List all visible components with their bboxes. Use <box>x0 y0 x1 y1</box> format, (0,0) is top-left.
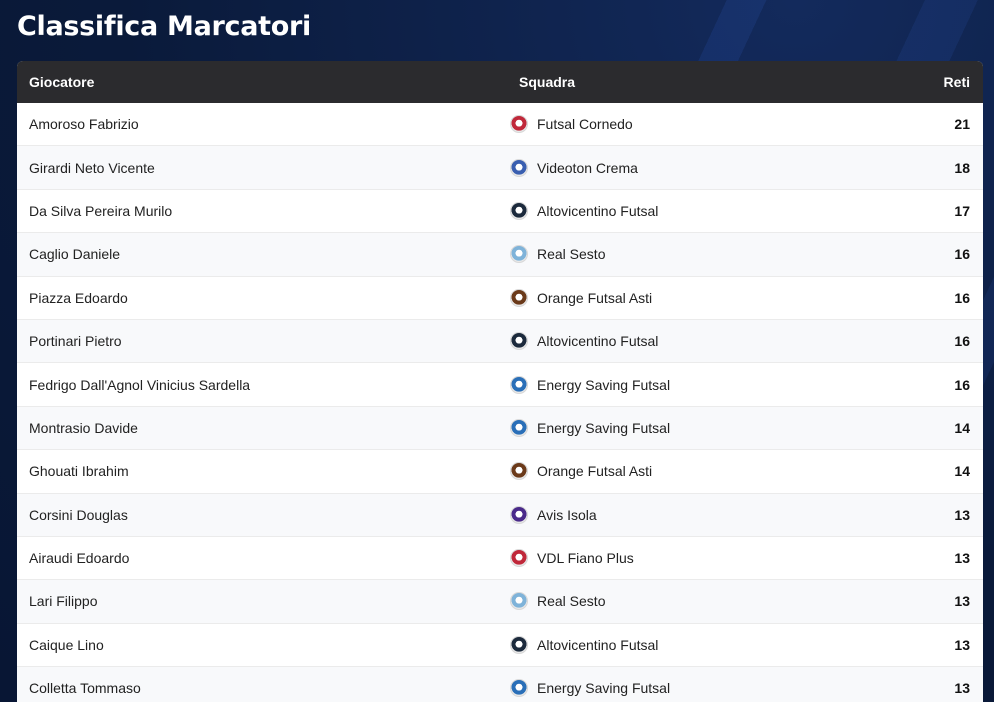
table-row[interactable]: Airaudi Edoardo VDL Fiano Plus 13 <box>17 536 983 581</box>
goals-count: 16 <box>954 289 970 306</box>
goals-count: 18 <box>954 159 970 176</box>
table-row[interactable]: Piazza Edoardo Orange Futsal Asti 16 <box>17 276 983 320</box>
player-name[interactable]: Montrasio Davide <box>29 419 138 436</box>
goals-count: 13 <box>954 550 970 567</box>
energy-saving-futsal-logo-icon <box>510 679 528 698</box>
goals-count: 14 <box>954 463 970 480</box>
team-name[interactable]: Energy Saving Futsal <box>537 680 671 697</box>
scorers-table: Giocatore Squadra Reti Amoroso Fabrizio F… <box>17 61 983 702</box>
goals-count: 21 <box>954 116 970 133</box>
team-name[interactable]: Altovicentino Futsal <box>537 636 659 653</box>
team-cell[interactable]: Videoton Crema <box>507 158 863 177</box>
table-row[interactable]: Montrasio Davide Energy Saving Futsal 14 <box>17 406 983 451</box>
player-name[interactable]: Piazza Edoardo <box>29 289 128 306</box>
table-row[interactable]: Ghouati Ibrahim Orange Futsal Asti 14 <box>17 450 983 494</box>
avis-isola-logo-icon <box>510 505 528 524</box>
team-name[interactable]: Real Sesto <box>537 246 606 263</box>
page-title: Classifica Marcatori <box>17 11 311 42</box>
table-row[interactable]: Portinari Pietro Altovicentino Futsal 16 <box>17 319 983 364</box>
team-cell[interactable]: Avis Isola <box>507 505 863 524</box>
team-name[interactable]: Avis Isola <box>537 506 597 523</box>
table-body: Amoroso Fabrizio Futsal Cornedo 21 Girardi … <box>17 103 983 702</box>
team-cell[interactable]: Energy Saving Futsal <box>507 418 863 437</box>
player-name[interactable]: Caique Lino <box>29 636 104 653</box>
player-name[interactable]: Caglio Daniele <box>29 246 121 263</box>
altovicentino-futsal-logo-icon <box>510 332 528 351</box>
energy-saving-futsal-logo-icon <box>510 418 528 437</box>
vdl-fiano-plus-logo-icon <box>510 549 528 568</box>
table-row[interactable]: Colletta Tommaso Energy Saving Futsal 13 <box>17 667 983 702</box>
table-header: Giocatore Squadra Reti <box>17 61 983 103</box>
player-name[interactable]: Colletta Tommaso <box>29 680 141 697</box>
table-row[interactable]: Caglio Daniele Real Sesto 16 <box>17 233 983 277</box>
table-row[interactable]: Girardi Neto Vicente Videoton Crema 18 <box>17 146 983 190</box>
player-name[interactable]: Da Silva Pereira Murilo <box>29 202 173 219</box>
team-cell[interactable]: Real Sesto <box>507 245 863 264</box>
team-name[interactable]: Futsal Cornedo <box>537 116 633 133</box>
goals-count: 16 <box>954 376 970 393</box>
team-name[interactable]: Videoton Crema <box>537 159 638 176</box>
player-name[interactable]: Fedrigo Dall'Agnol Vinicius Sardella <box>29 376 251 393</box>
header-player[interactable]: Giocatore <box>29 74 95 90</box>
player-name[interactable]: Corsini Douglas <box>29 506 128 523</box>
futsal-cornedo-logo-icon <box>510 115 528 134</box>
team-cell[interactable]: Energy Saving Futsal <box>507 679 863 698</box>
team-name[interactable]: Real Sesto <box>537 593 606 610</box>
orange-futsal-asti-logo-icon <box>510 462 528 481</box>
energy-saving-futsal-logo-icon <box>510 375 528 394</box>
goals-count: 16 <box>954 333 970 350</box>
player-name[interactable]: Ghouati Ibrahim <box>29 463 129 480</box>
team-cell[interactable]: Orange Futsal Asti <box>507 462 863 481</box>
team-name[interactable]: Altovicentino Futsal <box>537 202 659 219</box>
team-name[interactable]: Orange Futsal Asti <box>537 463 653 480</box>
team-name[interactable]: Altovicentino Futsal <box>537 333 659 350</box>
team-cell[interactable]: Real Sesto <box>507 592 863 611</box>
team-name[interactable]: Energy Saving Futsal <box>537 376 671 393</box>
goals-count: 13 <box>954 636 970 653</box>
player-name[interactable]: Portinari Pietro <box>29 333 122 350</box>
goals-count: 13 <box>954 506 970 523</box>
table-row[interactable]: Corsini Douglas Avis Isola 13 <box>17 493 983 537</box>
goals-count: 13 <box>954 680 970 697</box>
team-name[interactable]: Energy Saving Futsal <box>537 419 671 436</box>
table-row[interactable]: Lari Filippo Real Sesto 13 <box>17 580 983 624</box>
team-cell[interactable]: Altovicentino Futsal <box>507 201 863 220</box>
table-row[interactable]: Da Silva Pereira Murilo Altovicentino Fut… <box>17 189 983 234</box>
team-name[interactable]: Orange Futsal Asti <box>537 289 653 306</box>
goals-count: 16 <box>954 246 970 263</box>
header-goals[interactable]: Reti <box>943 74 970 90</box>
header-team[interactable]: Squadra <box>519 74 576 90</box>
player-name[interactable]: Amoroso Fabrizio <box>29 116 139 133</box>
videoton-crema-logo-icon <box>510 158 528 177</box>
player-name[interactable]: Lari Filippo <box>29 593 98 610</box>
team-cell[interactable]: Futsal Cornedo <box>507 115 863 134</box>
real-sesto-logo-icon <box>510 245 528 264</box>
player-name[interactable]: Airaudi Edoardo <box>29 550 130 567</box>
team-cell[interactable]: Altovicentino Futsal <box>507 332 863 351</box>
team-cell[interactable]: VDL Fiano Plus <box>507 549 863 568</box>
orange-futsal-asti-logo-icon <box>510 288 528 307</box>
goals-count: 13 <box>954 593 970 610</box>
team-cell[interactable]: Energy Saving Futsal <box>507 375 863 394</box>
player-name[interactable]: Girardi Neto Vicente <box>29 159 155 176</box>
goals-count: 17 <box>954 202 970 219</box>
table-row[interactable]: Fedrigo Dall'Agnol Vinicius Sardella Ener… <box>17 363 983 407</box>
team-cell[interactable]: Altovicentino Futsal <box>507 635 863 654</box>
table-row[interactable]: Caique Lino Altovicentino Futsal 13 <box>17 623 983 668</box>
altovicentino-futsal-logo-icon <box>510 201 528 220</box>
team-name[interactable]: VDL Fiano Plus <box>537 550 634 567</box>
table-row[interactable]: Amoroso Fabrizio Futsal Cornedo 21 <box>17 103 983 147</box>
real-sesto-logo-icon <box>510 592 528 611</box>
goals-count: 14 <box>954 419 970 436</box>
altovicentino-futsal-logo-icon <box>510 635 528 654</box>
team-cell[interactable]: Orange Futsal Asti <box>507 288 863 307</box>
